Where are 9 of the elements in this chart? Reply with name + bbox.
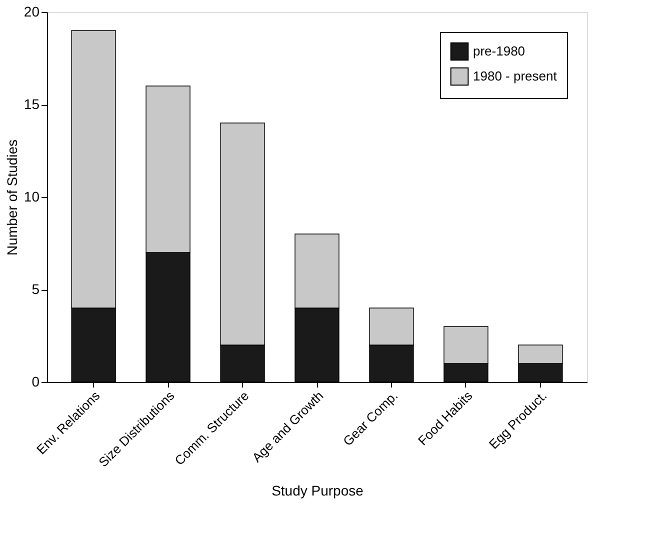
y-tick-label: 20 <box>24 4 40 20</box>
legend-label: 1980 - present <box>473 68 558 84</box>
y-tick-label: 10 <box>24 188 40 204</box>
y-tick-label: 0 <box>32 374 40 390</box>
y-tick-label: 5 <box>32 281 40 297</box>
x-axis-title: Study Purpose <box>272 482 364 499</box>
legend-label: pre-1980 <box>473 44 526 58</box>
y-axis-title: Number of Studies <box>4 140 20 256</box>
y-tick-label: 15 <box>24 96 40 112</box>
